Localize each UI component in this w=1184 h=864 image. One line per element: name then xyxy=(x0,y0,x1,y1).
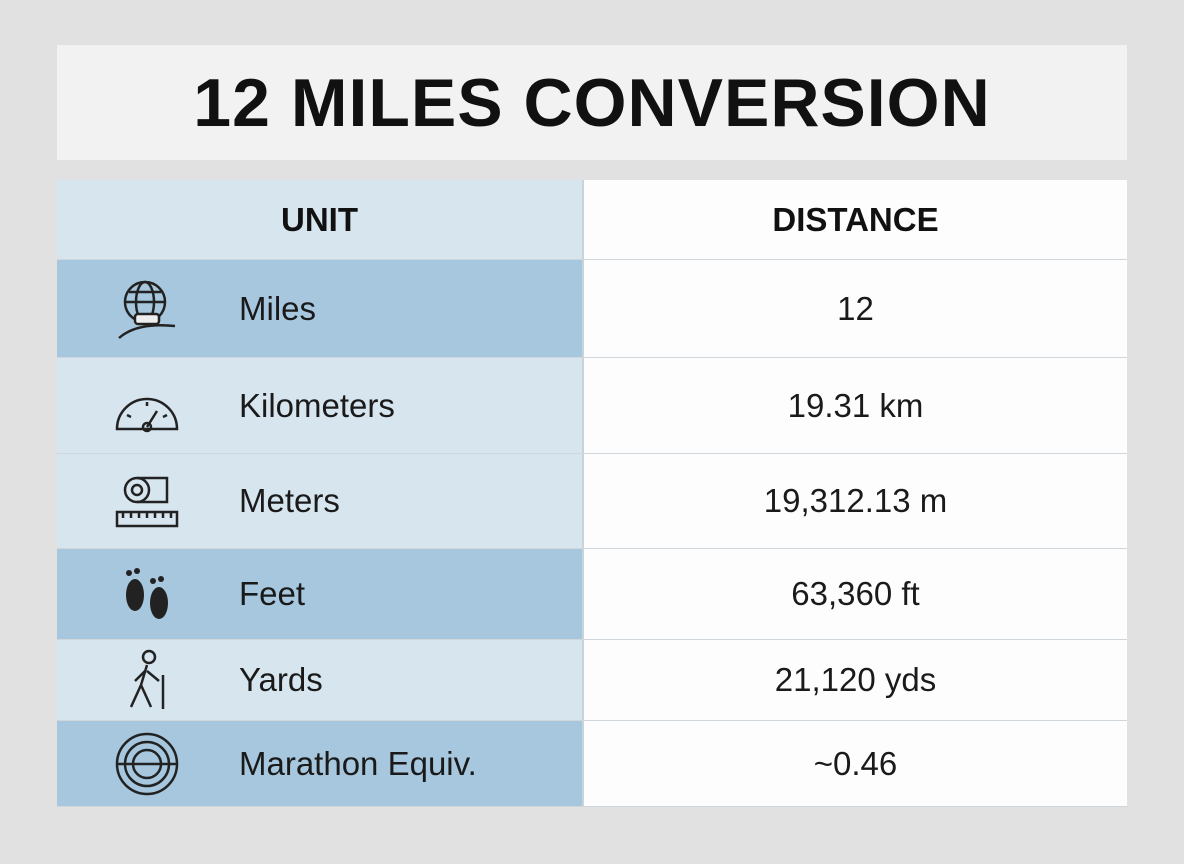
table-row: Feet 63,360 ft xyxy=(57,549,1127,640)
unit-cell: Meters xyxy=(57,454,584,548)
unit-name: Yards xyxy=(239,661,323,698)
table-row: Marathon Equiv. ~0.46 xyxy=(57,721,1127,807)
distance-value: 21,120 yds xyxy=(584,640,1127,720)
header-unit: UNIT xyxy=(57,180,584,259)
distance-value: 19,312.13 m xyxy=(584,454,1127,548)
title-banner: 12 MILES CONVERSION xyxy=(57,45,1127,160)
unit-icon xyxy=(126,568,168,619)
unit-icon xyxy=(129,649,165,709)
table-row: Meters 19,312.13 m xyxy=(57,454,1127,549)
unit-name: Feet xyxy=(239,575,306,612)
unit-name: Kilometers xyxy=(239,386,395,424)
unit-name: Marathon Equiv. xyxy=(239,744,477,782)
distance-value: 19.31 km xyxy=(584,358,1127,453)
conversion-table: UNIT DISTANCE Miles 12 Kilometers 19.31 km M… xyxy=(57,180,1127,807)
table-row: Miles 12 xyxy=(57,260,1127,358)
table-row: Yards 21,120 yds xyxy=(57,640,1127,721)
unit-cell: Kilometers xyxy=(57,358,584,453)
title: 12 MILES CONVERSION xyxy=(193,64,991,141)
unit-cell: Yards xyxy=(57,640,584,720)
distance-value: 63,360 ft xyxy=(584,549,1127,639)
unit-cell: Marathon Equiv. xyxy=(57,721,584,806)
unit-cell: Miles xyxy=(57,260,584,357)
distance-value: ~0.46 xyxy=(584,721,1127,806)
unit-icon xyxy=(115,476,179,528)
unit-name: Miles xyxy=(239,289,317,327)
unit-cell: Feet xyxy=(57,549,584,639)
distance-value: 12 xyxy=(584,260,1127,357)
header-distance: DISTANCE xyxy=(584,180,1127,259)
unit-name: Meters xyxy=(239,482,340,519)
unit-icon xyxy=(115,397,179,432)
table-row: Kilometers 19.31 km xyxy=(57,358,1127,454)
header-row: UNIT DISTANCE xyxy=(57,180,1127,260)
unit-icon xyxy=(118,280,176,339)
unit-icon xyxy=(115,732,179,795)
